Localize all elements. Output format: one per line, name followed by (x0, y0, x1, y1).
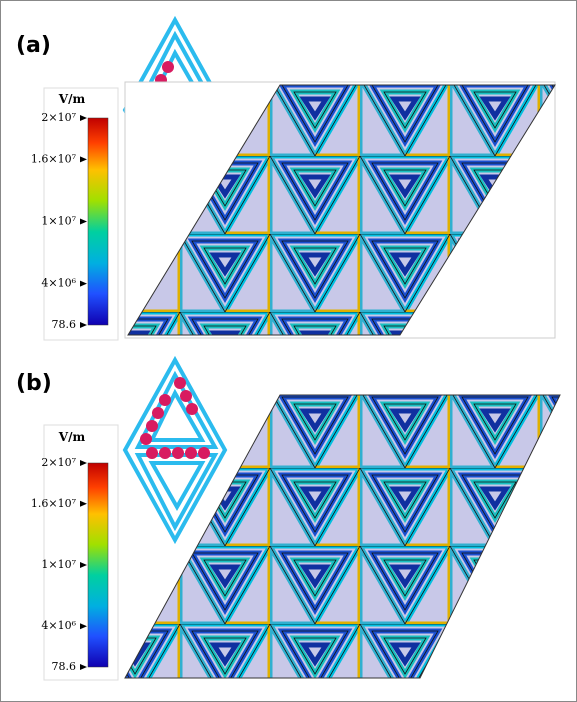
colorbar-tick (80, 623, 87, 630)
colorbar-tick (80, 664, 87, 670)
colorbar-tick (80, 115, 87, 121)
colorbar-tick (80, 500, 87, 507)
colorbar-unit: V/m (58, 430, 86, 444)
colorbar-tick (80, 322, 87, 328)
field-map (124, 394, 561, 679)
colorbar-tick-label: 1.6×10⁷ (31, 497, 77, 510)
colorbar (87, 117, 109, 326)
field-map (127, 84, 556, 336)
colorbar-tick-label: 4×10⁶ (41, 277, 76, 290)
colorbar-tick-label: 2×10⁷ (41, 456, 76, 469)
colorbar-tick-label: 4×10⁶ (41, 619, 76, 632)
colorbar-tick (80, 156, 87, 163)
colorbar (87, 462, 109, 668)
panel-label: (b) (16, 371, 52, 396)
colorbar-tick-label: 1×10⁷ (41, 215, 76, 228)
colorbar-tick-label: 2×10⁷ (41, 111, 76, 124)
colorbar-tick-label: 78.6 (52, 318, 77, 331)
colorbar-tick (80, 218, 87, 225)
colorbar-tick (80, 562, 87, 569)
colorbar-tick (80, 460, 87, 466)
colorbar-tick-label: 1×10⁷ (41, 558, 76, 571)
colorbar-tick-label: 1.6×10⁷ (31, 152, 77, 165)
panel-label: (a) (16, 33, 51, 58)
colorbar-unit: V/m (58, 92, 86, 106)
marker-dots (140, 377, 210, 459)
colorbar-tick-label: 78.6 (52, 660, 77, 673)
colorbar-tick (80, 280, 87, 287)
